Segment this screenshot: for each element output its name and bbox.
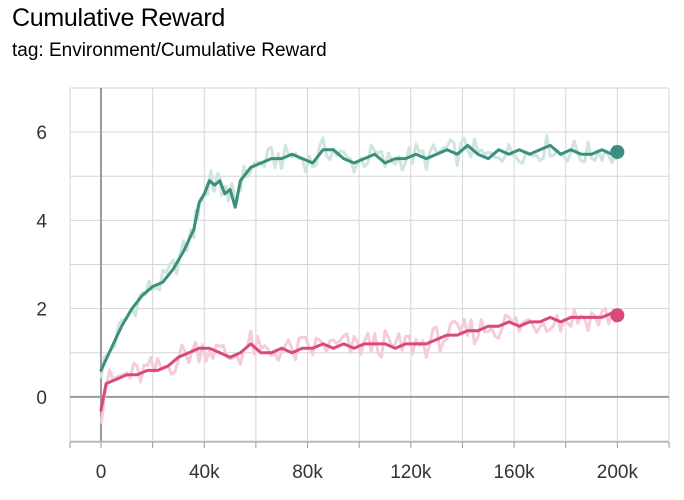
y-tick-label: 2 — [36, 300, 47, 321]
y-tick-label: 0 — [36, 388, 47, 409]
x-tick-label: 200k — [597, 462, 639, 483]
y-tick-label: 6 — [36, 123, 47, 144]
series-end-point — [610, 308, 625, 323]
series-raw-trace — [99, 306, 618, 424]
x-tick-label: 120k — [390, 462, 432, 483]
x-tick-label: 160k — [493, 462, 535, 483]
series-line — [99, 143, 619, 372]
series-end-point — [610, 144, 625, 159]
chart-title: Cumulative Reward — [12, 4, 226, 32]
chart-tag-subtitle: tag: Environment/Cumulative Reward — [12, 40, 327, 61]
x-tick-label: 40k — [189, 462, 220, 483]
y-tick-label: 4 — [36, 211, 47, 232]
x-tick-label: 80k — [292, 462, 323, 483]
series-line — [99, 311, 619, 412]
x-tick-label: 0 — [96, 462, 107, 483]
